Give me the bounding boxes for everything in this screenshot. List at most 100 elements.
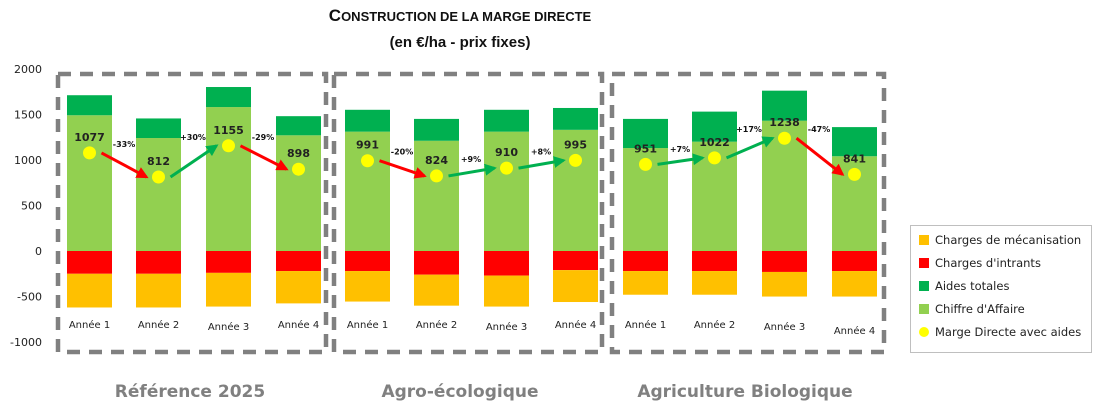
marge-point xyxy=(83,146,96,160)
x-tick-label: Année 1 xyxy=(625,319,666,331)
legend-dot-marge xyxy=(919,327,929,337)
bar-charges-mecanisation xyxy=(136,273,181,308)
marge-value-label: 1155 xyxy=(213,124,244,137)
bar-charges-intrants xyxy=(692,251,737,272)
chart-title-line2: (en €/ha - prix fixes) xyxy=(300,34,620,51)
bar-charges-intrants xyxy=(276,251,321,272)
bar-aides-totales xyxy=(206,87,251,108)
bar-aides-totales xyxy=(832,127,877,157)
bar-charges-intrants xyxy=(484,251,529,276)
y-tick-label: 1500 xyxy=(14,108,42,121)
chart-legend: Charges de mécanisation Charges d'intran… xyxy=(910,225,1092,353)
bar-aides-totales xyxy=(276,116,321,136)
bar-charges-intrants xyxy=(762,251,807,272)
bar-charges-intrants xyxy=(136,251,181,274)
bar-charges-intrants xyxy=(67,251,112,274)
x-tick-label: Année 4 xyxy=(555,319,596,331)
x-tick-label: Année 3 xyxy=(486,321,527,333)
marge-value-label: 1077 xyxy=(74,131,105,144)
trend-arrow-up xyxy=(448,163,497,178)
bar-charges-mecanisation xyxy=(553,270,598,303)
bar-charges-intrants xyxy=(832,251,877,272)
marge-value-label: 898 xyxy=(287,147,310,160)
title-initial: C xyxy=(328,6,342,25)
group-frame-3 xyxy=(609,71,887,355)
bar-chiffre-affaire xyxy=(276,135,321,251)
x-tick-label: Année 2 xyxy=(416,319,457,331)
y-tick-label: 500 xyxy=(21,199,42,212)
legend-swatch-ca xyxy=(919,304,929,314)
group-label-bio: Agriculture Biologique xyxy=(637,382,853,402)
title-subtitle: (en €/ha - prix fixes) xyxy=(389,34,531,51)
change-label: +8% xyxy=(531,147,551,156)
marge-value-label: 991 xyxy=(356,139,379,152)
marge-point xyxy=(152,170,165,184)
change-label: -47% xyxy=(808,125,830,134)
chart-title-line1: Construction de la marge directe xyxy=(300,6,620,26)
bar-charges-intrants xyxy=(345,251,390,272)
marge-point xyxy=(778,131,791,145)
bar-chiffre-affaire xyxy=(484,131,529,251)
bar-chiffre-affaire xyxy=(553,129,598,251)
bar-chiffre-affaire xyxy=(136,138,181,251)
marge-point xyxy=(639,157,652,171)
marge-value-label: 1022 xyxy=(699,136,730,149)
marge-point xyxy=(500,161,513,175)
group-frame-2 xyxy=(331,71,605,355)
bar-aides-totales xyxy=(67,95,112,116)
group-label-agroecologique: Agro-écologique xyxy=(381,382,539,402)
bar-charges-mecanisation xyxy=(762,271,807,297)
legend-label-aides: Aides totales xyxy=(935,279,1010,293)
legend-swatch-intrants xyxy=(919,258,929,268)
bar-chiffre-affaire xyxy=(67,115,112,251)
trend-arrow-down xyxy=(239,144,289,171)
change-label: +17% xyxy=(736,125,762,134)
trend-arrow-down xyxy=(795,137,845,176)
change-label: -33% xyxy=(113,140,135,149)
legend-swatch-mecanisation xyxy=(919,235,929,245)
x-tick-label: Année 3 xyxy=(208,321,249,333)
trend-arrow-down xyxy=(100,151,149,179)
group-label-reference: Référence 2025 xyxy=(114,382,266,402)
bar-aides-totales xyxy=(553,107,598,130)
bar-charges-mecanisation xyxy=(206,272,251,307)
y-tick-label: 2000 xyxy=(14,63,42,76)
marge-value-label: 951 xyxy=(634,142,657,155)
bar-aides-totales xyxy=(623,118,668,149)
legend-item-marge: Marge Directe avec aides xyxy=(919,324,1081,340)
trend-arrow-up xyxy=(657,153,705,166)
bar-charges-mecanisation xyxy=(414,274,459,306)
change-label: -29% xyxy=(252,133,274,142)
legend-label-intrants: Charges d'intrants xyxy=(935,256,1041,270)
y-tick-label: -1000 xyxy=(10,336,42,349)
x-tick-label: Année 3 xyxy=(764,321,805,333)
bar-charges-mecanisation xyxy=(345,271,390,302)
bar-charges-mecanisation xyxy=(276,271,321,304)
legend-label-ca: Chiffre d'Affaire xyxy=(935,302,1025,316)
bar-charges-intrants xyxy=(206,251,251,273)
marge-point xyxy=(361,154,374,168)
bar-charges-mecanisation xyxy=(623,271,668,295)
marge-point xyxy=(848,167,861,181)
legend-item-ca: Chiffre d'Affaire xyxy=(919,301,1025,317)
x-tick-label: Année 2 xyxy=(138,319,179,331)
marge-value-label: 841 xyxy=(843,152,866,165)
bar-chiffre-affaire xyxy=(206,107,251,251)
change-label: +9% xyxy=(461,155,481,164)
legend-item-aides: Aides totales xyxy=(919,278,1009,294)
change-label: +7% xyxy=(670,145,690,154)
y-tick-label: 0 xyxy=(35,245,42,258)
bar-aides-totales xyxy=(345,109,390,132)
bar-charges-intrants xyxy=(414,251,459,275)
x-tick-label: Année 4 xyxy=(834,325,875,337)
bar-chiffre-affaire xyxy=(345,131,390,251)
bar-aides-totales xyxy=(484,109,529,132)
marge-point xyxy=(292,162,305,176)
x-tick-label: Année 1 xyxy=(347,319,388,331)
y-tick-label: -500 xyxy=(17,291,42,304)
marge-point xyxy=(569,153,582,167)
bar-charges-mecanisation xyxy=(484,275,529,307)
legend-item-intrants: Charges d'intrants xyxy=(919,255,1041,271)
legend-label-marge: Marge Directe avec aides xyxy=(935,325,1082,339)
